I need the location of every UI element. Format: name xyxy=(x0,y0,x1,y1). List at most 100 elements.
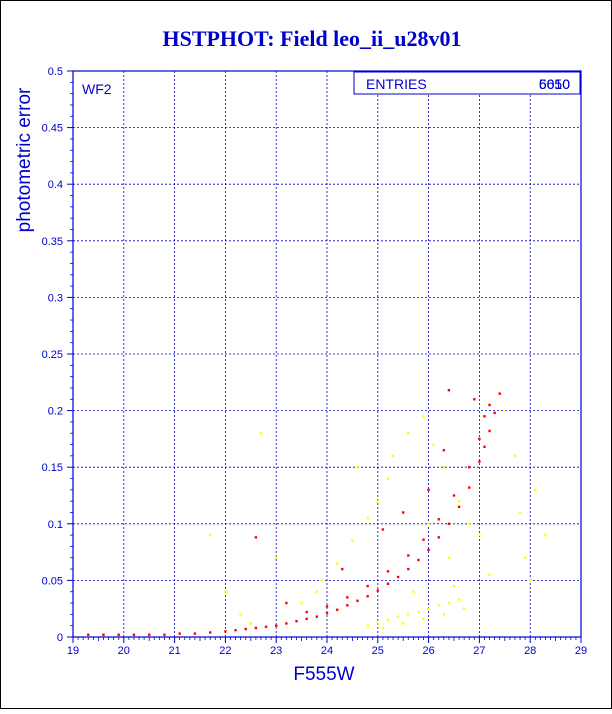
data-point-red xyxy=(427,488,430,492)
data-point-red xyxy=(483,415,486,418)
stats-entries-value: 5050 xyxy=(539,76,570,92)
data-point-yellow xyxy=(442,613,446,616)
data-point-red xyxy=(442,449,446,452)
data-point-red xyxy=(295,619,298,623)
data-point-yellow xyxy=(457,499,461,503)
data-point-red xyxy=(366,595,369,598)
data-point-red xyxy=(457,505,461,509)
data-point-yellow xyxy=(427,522,430,525)
data-point-red xyxy=(178,632,181,635)
data-point-yellow xyxy=(478,533,481,537)
x-tick-label: 20 xyxy=(118,645,130,657)
y-tick-label: 0.2 xyxy=(48,406,63,418)
stats-box-frame xyxy=(353,71,581,95)
data-point-yellow xyxy=(534,488,537,492)
data-point-yellow xyxy=(417,610,420,614)
data-point-red xyxy=(254,536,258,539)
data-point-yellow xyxy=(259,432,263,435)
data-point-yellow xyxy=(422,617,425,621)
x-tick-label: 28 xyxy=(524,645,536,657)
data-point-red xyxy=(478,437,481,441)
data-point-red xyxy=(437,518,440,521)
data-point-yellow xyxy=(315,590,319,593)
y-tick-label: 0.25 xyxy=(42,349,63,361)
data-point-yellow xyxy=(376,622,379,625)
data-point-red xyxy=(366,584,369,588)
data-point-red xyxy=(325,612,329,615)
data-point-yellow xyxy=(208,533,212,537)
panel-label: WF2 xyxy=(82,81,112,97)
x-axis-label: F555W xyxy=(293,664,354,685)
data-point-red xyxy=(254,626,258,630)
stats-entries-label: ENTRIES xyxy=(366,76,427,92)
data-point-red xyxy=(264,625,268,629)
data-point-red xyxy=(447,389,451,392)
data-point-red xyxy=(386,570,390,573)
stats-box: ENTRIES 5050 6610 xyxy=(353,71,581,95)
y-tick-label: 0.3 xyxy=(48,292,63,304)
data-point-yellow xyxy=(386,477,390,480)
data-point-yellow xyxy=(402,622,405,625)
x-tick-label: 21 xyxy=(168,645,180,657)
data-point-red xyxy=(386,582,390,585)
x-tick-label: 27 xyxy=(473,645,485,657)
data-point-yellow xyxy=(366,624,369,627)
data-point-yellow xyxy=(381,626,385,630)
data-point-red xyxy=(473,398,476,401)
data-point-yellow xyxy=(544,533,547,537)
data-point-yellow xyxy=(523,556,527,559)
data-point-red xyxy=(407,554,410,557)
data-point-yellow xyxy=(300,601,303,605)
data-point-yellow xyxy=(529,579,532,582)
axis-ticks: 19 20 21 22 23 24 25 26 27 28 29 0 0.05 0.1 0.15 0.2 0.2… xyxy=(42,66,588,657)
data-point-yellow xyxy=(432,443,435,446)
data-point-red xyxy=(437,536,440,539)
data-point-yellow xyxy=(503,409,506,412)
data-point-yellow xyxy=(376,499,379,503)
data-point-red xyxy=(483,445,486,449)
y-tick-label: 0.1 xyxy=(48,519,63,531)
data-point-red xyxy=(305,610,308,614)
data-point-red xyxy=(376,589,379,592)
data-point-red xyxy=(87,633,90,636)
data-point-red xyxy=(341,567,344,571)
y-tick-label: 0.15 xyxy=(42,462,63,474)
data-point-red xyxy=(163,633,166,636)
data-point-red xyxy=(275,624,278,627)
data-point-red xyxy=(396,575,400,579)
y-tick-label: 0.4 xyxy=(48,179,63,191)
data-point-red xyxy=(417,558,420,562)
y-tick-label: 0.35 xyxy=(42,236,63,248)
data-point-yellow xyxy=(447,556,451,559)
data-point-yellow xyxy=(320,579,324,582)
data-point-red xyxy=(346,604,349,607)
data-point-yellow xyxy=(518,511,522,514)
data-point-red xyxy=(346,596,349,599)
data-point-yellow xyxy=(488,573,491,576)
data-point-yellow xyxy=(407,613,410,616)
chart-title: HSTPHOT: Field leo_ii_u28v01 xyxy=(162,26,461,51)
data-point-yellow xyxy=(249,622,252,625)
data-point-red xyxy=(335,608,339,612)
data-point-yellow xyxy=(224,590,227,593)
data-point-yellow xyxy=(427,607,430,610)
data-point-yellow xyxy=(366,516,369,520)
data-point-yellow xyxy=(356,466,359,469)
data-point-red xyxy=(132,633,136,636)
data-point-red xyxy=(305,617,308,621)
data-point-red xyxy=(488,429,491,433)
data-point-red xyxy=(148,633,151,636)
data-point-yellow xyxy=(452,584,456,588)
data-point-red xyxy=(488,403,491,407)
data-point-yellow xyxy=(442,466,446,469)
data-point-yellow xyxy=(386,618,390,622)
data-point-yellow xyxy=(351,539,354,542)
data-point-red xyxy=(117,633,120,636)
data-point-yellow xyxy=(437,604,440,607)
data-point-red xyxy=(193,632,197,635)
data-point-red xyxy=(498,392,501,395)
data-point-red xyxy=(244,627,247,631)
